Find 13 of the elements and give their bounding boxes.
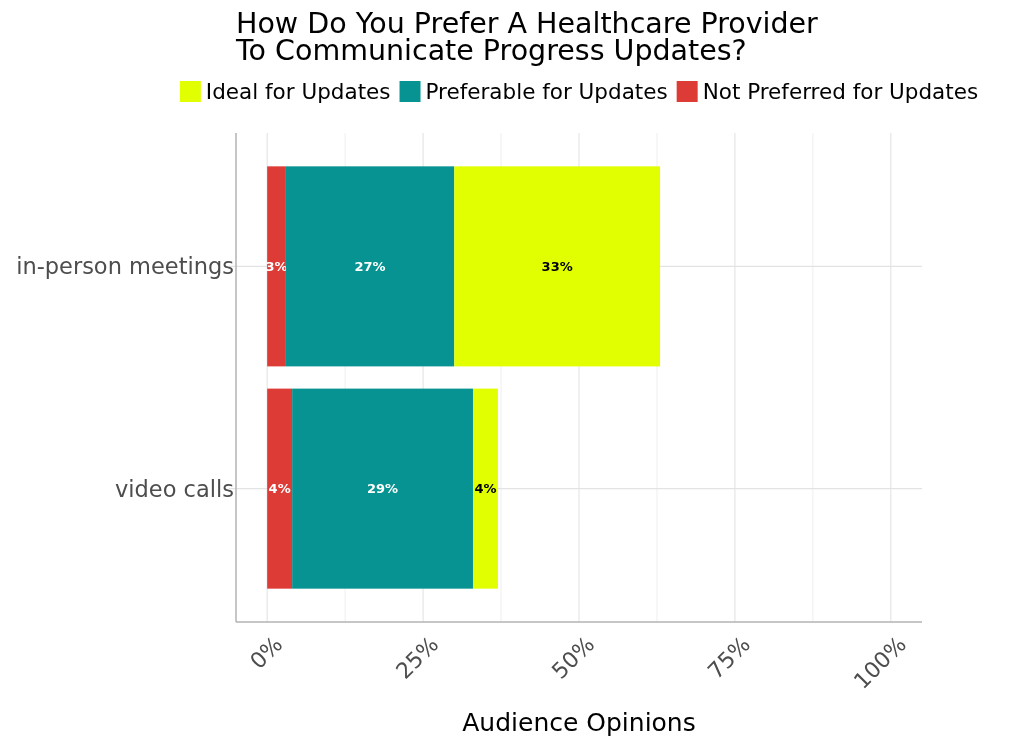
- data-label: 4%: [268, 481, 291, 497]
- x-tick-label: 0%: [245, 631, 288, 674]
- data-label: 29%: [366, 481, 399, 497]
- legend-label: Not Preferred for Updates: [702, 79, 979, 104]
- y-tick-label: in-person meetings: [16, 253, 234, 280]
- y-tick-label: video calls: [115, 475, 234, 502]
- chart-title: How Do You Prefer A Healthcare Provider To Communicate Progress Updates?: [235, 7, 819, 67]
- legend-label: Ideal for Updates: [205, 79, 391, 104]
- data-label: 27%: [354, 258, 386, 274]
- data-label: 33%: [541, 258, 573, 274]
- legend-label: Preferable for Updates: [425, 79, 668, 104]
- x-axis-title: Audience Opinions: [462, 708, 696, 737]
- data-label: 4%: [474, 481, 497, 497]
